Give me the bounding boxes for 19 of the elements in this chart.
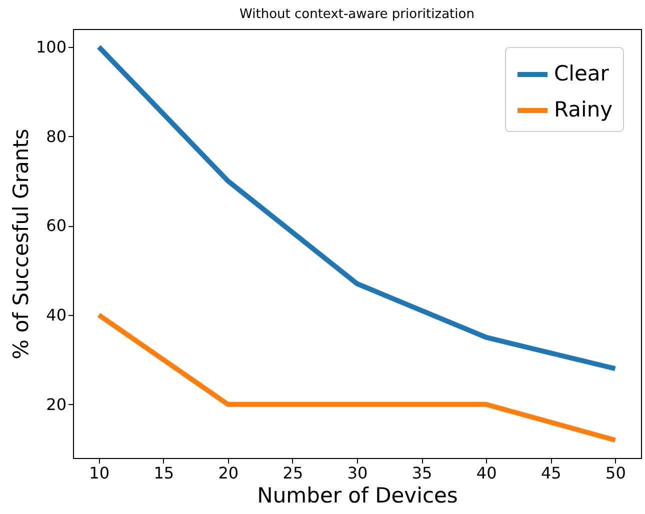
x-tick-label: 40 bbox=[476, 464, 497, 482]
y-tick-label: 60 bbox=[46, 216, 66, 236]
x-tick-label: 30 bbox=[347, 464, 368, 482]
y-tick-label: 20 bbox=[46, 394, 66, 414]
x-tick-label: 45 bbox=[540, 464, 562, 482]
x-tick-label: 10 bbox=[89, 464, 110, 482]
x-tick-label: 50 bbox=[606, 464, 626, 482]
x-tick-label: 20 bbox=[218, 464, 239, 482]
y-axis-title: % of Succesful Grants bbox=[8, 128, 33, 360]
x-tick-label: 15 bbox=[154, 464, 174, 482]
y-tick-label: 40 bbox=[46, 306, 66, 324]
legend-label: Rainy bbox=[554, 98, 613, 122]
x-tick-label: 35 bbox=[412, 464, 432, 482]
legend-label: Clear bbox=[554, 62, 610, 86]
y-tick-label: 100 bbox=[36, 37, 66, 56]
chart-title: Without context-aware prioritization bbox=[240, 7, 474, 22]
x-axis-title: Number of Devices bbox=[257, 484, 458, 508]
y-tick-label: 80 bbox=[46, 126, 66, 146]
x-tick-label: 25 bbox=[282, 464, 304, 482]
